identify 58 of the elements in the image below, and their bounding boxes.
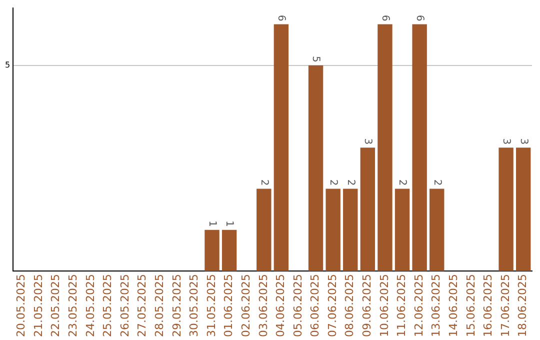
data-label: 2 [258,179,270,186]
bar [256,188,272,272]
bar [378,24,392,272]
x-tick-label: 27.05.2025 [136,274,149,338]
data-label: 6 [414,14,425,22]
x-tick-label: 20.05.2025 [14,274,28,338]
x-tick-label: 07.06.2025 [326,274,339,338]
data-label: 6 [379,14,390,22]
bar [430,188,444,272]
x-tick-label: 03.06.2025 [256,274,270,338]
x-tick-label: 31.05.2025 [204,274,218,338]
x-tick-label: 05.06.2025 [291,274,304,338]
x-tick-label: 18.06.2025 [516,274,530,338]
data-label: 2 [327,179,338,186]
bar [222,230,237,272]
x-tick-label: 23.05.2025 [66,274,80,338]
bar [394,188,410,272]
bar [308,65,324,272]
data-label: 5 [310,56,322,62]
x-tick-label: 24.05.2025 [84,274,97,338]
data-label: 3 [362,138,374,145]
x-tick-label: 30.05.2025 [188,274,201,338]
data-label: 2 [396,179,408,186]
x-tick-label: 04.06.2025 [274,274,288,338]
x-tick-label: 25.05.2025 [101,274,114,338]
data-label: 1 [206,220,218,227]
x-tick-label: 15.06.2025 [464,274,478,338]
x-tick-label: 01.06.2025 [222,274,236,338]
data-label: 3 [500,138,512,145]
x-tick-label: 12.06.2025 [412,274,426,338]
data-label: 2 [344,179,356,186]
x-tick-label: 17.06.2025 [498,274,512,338]
data-label: 6 [276,14,287,22]
x-tick-label: 16.06.2025 [482,274,495,338]
bar [274,24,289,272]
bar [360,148,376,272]
x-tick-label: 14.06.2025 [447,274,460,338]
bar [343,188,358,272]
x-tick-label: 11.06.2025 [395,274,408,338]
x-tick-label: 28.05.2025 [152,274,166,338]
data-label: 3 [518,138,529,145]
bar [498,148,514,272]
bar [326,188,340,272]
x-tick-label: 26.05.2025 [118,274,132,338]
x-tick-label: 29.05.2025 [170,274,184,338]
x-tick-label: 13.06.2025 [430,274,443,338]
bar [516,148,531,272]
data-label: 1 [224,220,235,227]
bar [412,24,427,272]
x-tick-label: 06.06.2025 [308,274,322,338]
x-tick-label: 08.06.2025 [343,274,356,338]
x-tick-label: 09.06.2025 [360,274,374,338]
x-tick-label: 10.06.2025 [378,274,391,338]
bar [204,230,220,272]
x-tick-label: 21.05.2025 [32,274,45,338]
x-tick-label: 22.05.2025 [49,274,62,338]
data-label: 2 [431,179,442,186]
x-tick-label: 02.06.2025 [239,274,252,338]
